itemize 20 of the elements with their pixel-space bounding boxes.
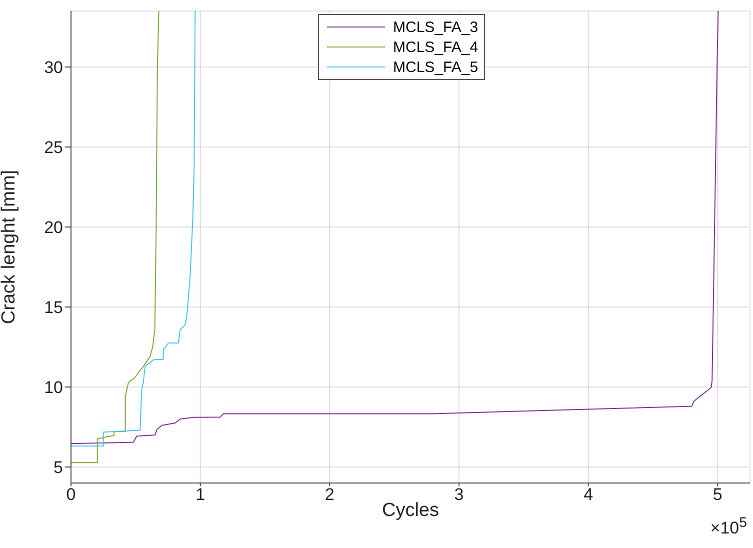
x-tick-label: 0	[66, 485, 76, 504]
line-series	[71, 11, 160, 464]
y-tick-label: 15	[44, 298, 63, 318]
legend-label: MCLS_FA_3	[393, 18, 478, 36]
y-tick-label: 30	[44, 58, 63, 78]
x-tick-label: 3	[454, 485, 464, 504]
y-tick-label: 10	[44, 378, 63, 398]
x-tick-label: 4	[584, 485, 594, 504]
legend-label: MCLS_FA_4	[393, 38, 478, 56]
y-axis-title: Crack lenght [mm]	[0, 170, 20, 324]
x-tick-label: 5	[712, 485, 722, 504]
y-tick-label: 20	[44, 218, 63, 238]
line-series	[71, 11, 196, 447]
y-tick-label: 5	[54, 458, 63, 478]
text: ×10$^{5}$	[710, 515, 747, 539]
legend-label: MCLS_FA_5	[393, 58, 478, 76]
x-tick-label: 2	[324, 485, 334, 504]
x-axis-title: Cycles	[382, 500, 440, 521]
y-tick-label: 25	[44, 138, 63, 158]
x-tick-label: 1	[196, 485, 206, 504]
